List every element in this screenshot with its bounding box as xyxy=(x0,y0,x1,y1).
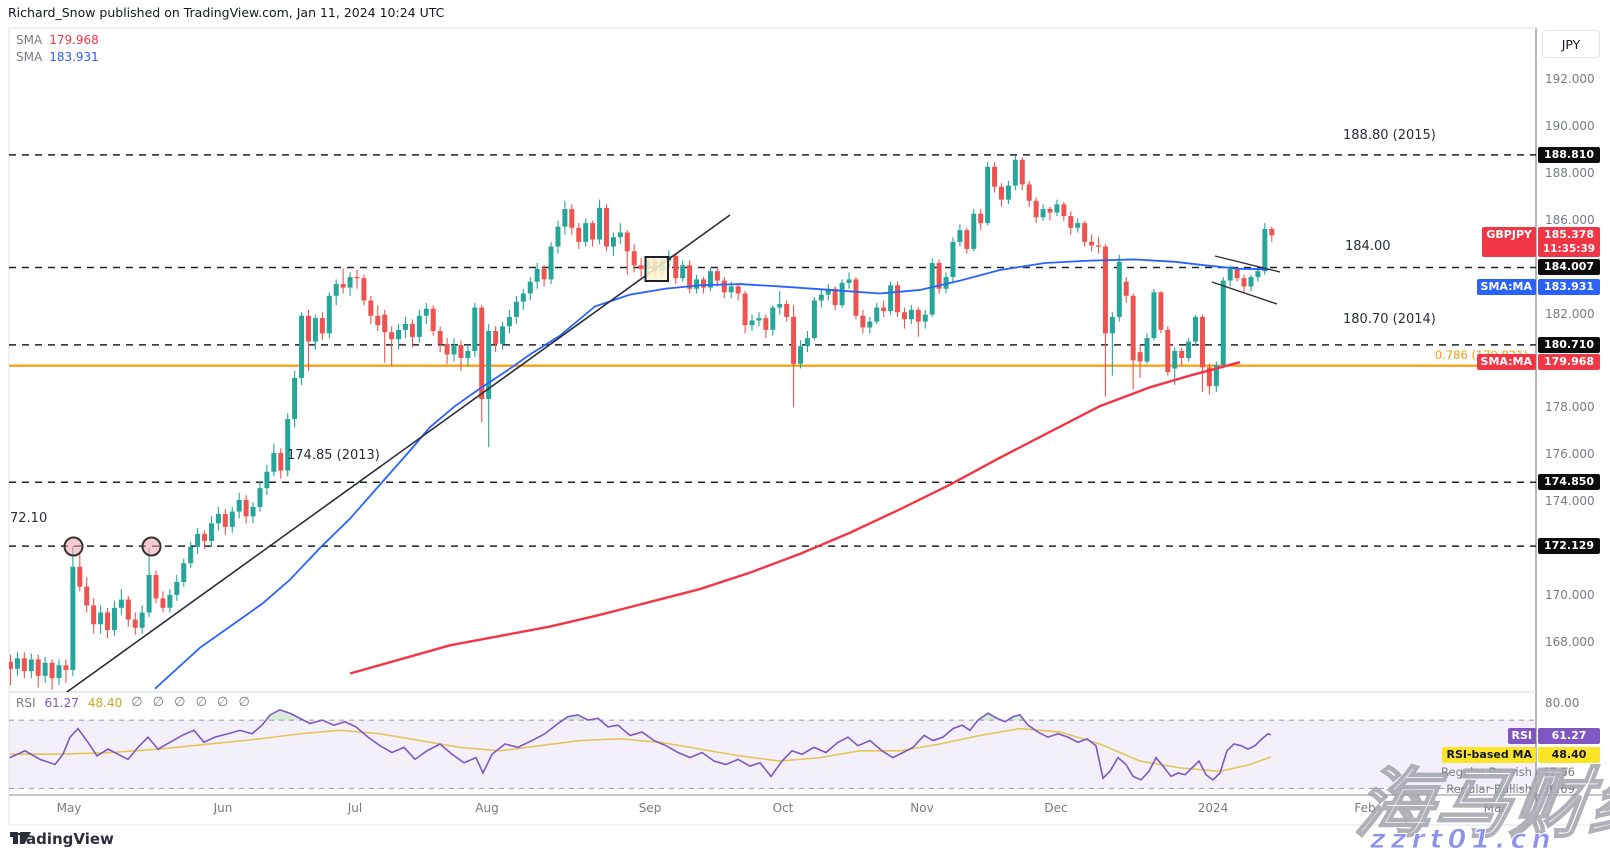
time-tick-mar: Mar xyxy=(1483,801,1507,815)
badge-time: 11:35:39 xyxy=(1542,243,1596,256)
time-tick-dec: Dec xyxy=(1044,801,1068,815)
pane-borders xyxy=(8,27,1602,826)
axis-badge-gbpjpy: GBPJPY 185.378 11:35:39 xyxy=(1450,227,1600,258)
sma-fast-label: SMA xyxy=(16,33,43,47)
price-tick: 188.000 xyxy=(1545,165,1595,180)
price-tick: 190.000 xyxy=(1545,118,1595,133)
axis-badge-174-850: 174.850 xyxy=(1450,474,1600,491)
sma-fast-line xyxy=(349,361,1241,675)
badge-label: GBPJPY xyxy=(1482,227,1536,258)
rsi-label: RSI xyxy=(16,695,36,710)
time-tick-oct: Oct xyxy=(772,801,794,815)
annotation-level-2015: 188.80 (2015) xyxy=(1343,128,1436,143)
axis-badge-172-129: 172.129 xyxy=(1450,538,1600,555)
badge-value: 179.968 xyxy=(1538,354,1600,371)
axis-badge-180-710: 180.710 xyxy=(1450,336,1600,353)
sma-slow-value: 183.931 xyxy=(49,50,99,64)
axis-badge-rsi: RSI 61.27 xyxy=(1450,728,1600,744)
rsi-divergence-slots: ∅ ∅ ∅ ∅ ∅ ∅ xyxy=(131,695,253,710)
badge-value: 185.378 11:35:39 xyxy=(1538,227,1600,258)
candles-layer xyxy=(9,155,1275,690)
currency-toggle-button[interactable]: JPY xyxy=(1542,30,1600,58)
badge-value: 180.710 xyxy=(1538,336,1600,353)
highlight-box xyxy=(644,256,669,282)
badge-label: RSI-based MA xyxy=(1442,747,1536,763)
badge-value: 172.129 xyxy=(1538,538,1600,555)
price-tick: 176.000 xyxy=(1545,447,1595,462)
time-tick-jun: Jun xyxy=(213,801,233,815)
axis-badge-188-810: 188.810 xyxy=(1450,146,1600,163)
axis-badge-184-007: 184.007 xyxy=(1450,259,1600,276)
badge-label: RSI xyxy=(1507,728,1536,744)
price-tick: 168.000 xyxy=(1545,634,1595,649)
flag-channel-lower xyxy=(1211,281,1278,305)
time-tick-aug: Aug xyxy=(475,801,499,815)
rsi-legend: RSI 61.27 48.40 ∅ ∅ ∅ ∅ ∅ ∅ xyxy=(16,695,253,710)
sma-slow-label: SMA xyxy=(16,50,43,64)
badge-value: 184.007 xyxy=(1538,259,1600,276)
axis-badge-rsi-based-ma: RSI-based MA 48.40 xyxy=(1442,747,1600,763)
annotation-level-2014: 180.70 (2014) xyxy=(1343,312,1436,327)
badge-value: 183.931 xyxy=(1538,279,1600,296)
badge-label: Regular Bearish xyxy=(1441,765,1532,779)
sma-fast-value: 179.968 xyxy=(49,33,99,47)
time-tick-jul: Jul xyxy=(347,801,363,815)
badge-value: 47.66 xyxy=(1542,765,1575,779)
price-tick: 186.000 xyxy=(1545,212,1595,227)
tradingview-logo-icon xyxy=(10,832,31,844)
badge-label: Regular Bullish xyxy=(1446,782,1532,796)
axis-badge-sma-ma: SMA:MA 179.968 xyxy=(1450,354,1600,371)
badge-value: 174.850 xyxy=(1538,474,1600,491)
time-tick-sep: Sep xyxy=(638,801,662,815)
time-tick-2024: 2024 xyxy=(1197,801,1229,815)
badge-value: 188.810 xyxy=(1538,146,1600,163)
price-tick: 174.000 xyxy=(1545,494,1595,509)
highlight-circle-2 xyxy=(141,536,162,557)
annotation-level-184: 184.00 xyxy=(1345,239,1391,254)
axis-badge-sma-ma: SMA:MA 183.931 xyxy=(1450,279,1600,296)
sma-slow-legend: SMA 183.931 xyxy=(16,50,99,64)
time-tick-may: May xyxy=(56,801,82,815)
tradingview-logo[interactable]: TradingView xyxy=(10,830,114,848)
rsi-value: 61.27 xyxy=(44,695,79,710)
rsi-pane xyxy=(9,708,1536,789)
price-tick: 170.000 xyxy=(1545,588,1595,603)
time-tick-feb: Feb xyxy=(1354,801,1376,815)
rsi-tick: 80.00 xyxy=(1545,696,1580,710)
tradingview-logo-text: TradingView xyxy=(10,830,114,848)
badge-value: 48.40 xyxy=(1538,747,1600,763)
publish-header: Richard_Snow published on TradingView.co… xyxy=(8,5,445,20)
sma-fast-legend: SMA 179.968 xyxy=(16,33,99,47)
axis-badge-regular-bearish: Regular Bearish 47.66 xyxy=(1441,764,1600,780)
annotation-level-2013: 174.85 (2013) xyxy=(287,448,380,463)
highlight-circle-1 xyxy=(63,536,84,557)
axis-badge-regular-bullish: Regular Bullish 36.69 xyxy=(1446,781,1600,797)
badge-label: SMA:MA xyxy=(1476,279,1536,296)
annotation-level-172: 72.10 xyxy=(10,511,48,526)
price-tick: 182.000 xyxy=(1545,306,1595,321)
rsi-line xyxy=(9,708,1272,781)
time-tick-nov: Nov xyxy=(910,801,934,815)
main-pane xyxy=(9,154,1536,692)
flag-channel-upper xyxy=(1214,255,1281,273)
badge-label: SMA:MA xyxy=(1476,354,1536,371)
price-tick: 192.000 xyxy=(1545,72,1595,86)
trendline xyxy=(65,214,731,692)
sma-slow-line xyxy=(154,258,1269,690)
badge-value: 36.69 xyxy=(1542,782,1575,796)
rsi-ma-value: 48.40 xyxy=(87,695,123,710)
badge-value: 61.27 xyxy=(1538,728,1600,744)
rsi-ma-line xyxy=(10,727,1272,773)
price-tick: 178.000 xyxy=(1545,400,1595,415)
